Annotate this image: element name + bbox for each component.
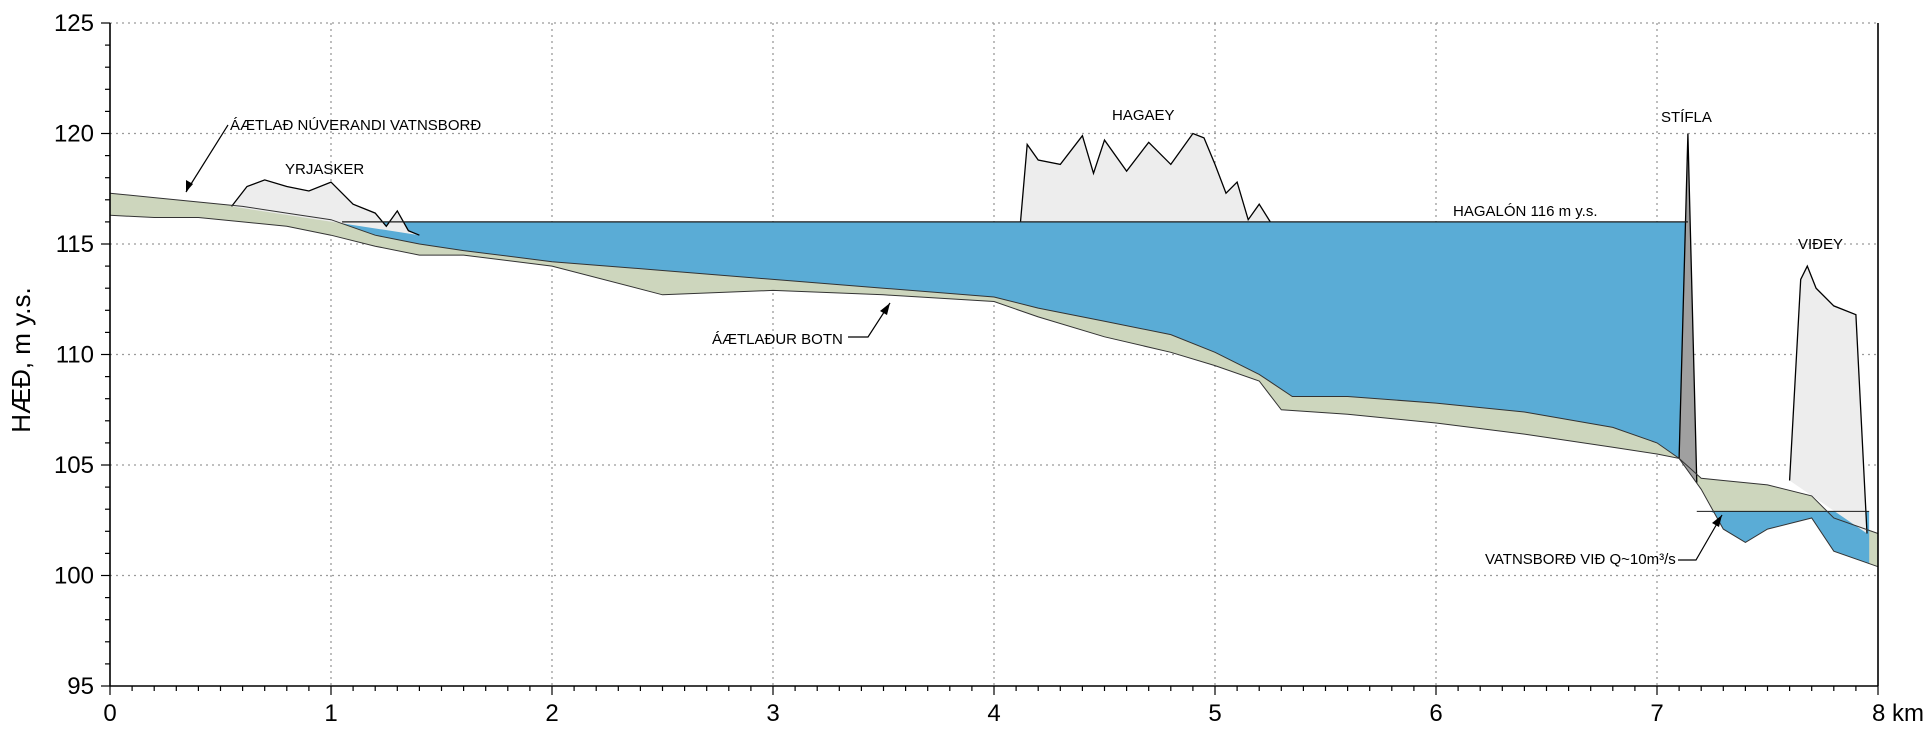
feature-fill-3 (1679, 133, 1697, 483)
profile-areas (109, 132, 1879, 568)
x-tick-label-7: 7 (1650, 700, 1663, 727)
y-tick-label-6: 125 (54, 10, 94, 37)
annotation-hagaey: HAGAEY (1112, 107, 1175, 124)
arrow-downstream-water (1712, 515, 1722, 527)
arrow-bottom (880, 303, 890, 315)
axes: 95 100 105 110 115 120 125 0 1 2 3 4 5 6 7 8 km (54, 10, 1924, 727)
x-tick-label-4: 4 (987, 700, 1000, 727)
annotation-stifla: STÍFLA (1661, 109, 1712, 126)
series-line-0 (109, 192, 1879, 534)
annotation-yrjasker: YRJASKER (285, 161, 364, 178)
x-tick-label-0: 0 (103, 700, 116, 727)
y-axis-title: HÆÐ, m y.s. (6, 287, 36, 432)
leader-bottom (848, 302, 891, 338)
annotation-hagalon: HAGALÓN 116 m y.s. (1453, 203, 1598, 220)
feature-fill-1 (1020, 133, 1271, 222)
annotations: ÁÆTLAÐ NÚVERANDI VATNSBORÐ YRJASKER HAGA… (185, 107, 1843, 568)
arrow-current-water-level (186, 180, 193, 192)
downstream-water-area (1696, 511, 1870, 564)
x-tick-label-6: 6 (1429, 700, 1442, 727)
y-tick-label-3: 110 (56, 342, 94, 369)
y-tick-label-0: 95 (67, 673, 94, 700)
annotation-videy: VIÐEY (1798, 236, 1843, 253)
series-line-1 (109, 214, 1879, 568)
y-tick-label-5: 120 (54, 121, 94, 148)
leader-current-water-level (185, 124, 229, 193)
annotation-downstream-water: VATNSBORÐ VIÐ Q~10m³/s (1485, 551, 1676, 568)
feature-outline-0 (231, 179, 420, 236)
reservoir-area (342, 221, 1688, 465)
grid (110, 22, 1878, 686)
x-tick-label-3: 3 (766, 700, 779, 727)
x-tick-label-8: 8 km (1872, 700, 1924, 727)
y-tick-label-4: 115 (56, 231, 94, 258)
feature-fill-2 (1789, 266, 1867, 534)
x-tick-label-1: 1 (324, 700, 337, 727)
annotation-current-water-level: ÁÆTLAÐ NÚVERANDI VATNSBORÐ (230, 117, 481, 134)
annotation-bottom: ÁÆTLAÐUR BOTN (712, 331, 843, 348)
x-tick-label-5: 5 (1208, 700, 1221, 727)
feature-outline-1 (1019, 132, 1271, 223)
feature-outline-3 (1678, 133, 1698, 483)
x-tick-label-2: 2 (545, 700, 558, 727)
feature-outline-2 (1788, 264, 1868, 534)
y-tick-label-2: 105 (54, 452, 94, 479)
leader-downstream-water (1678, 514, 1723, 561)
y-tick-label-1: 100 (54, 563, 94, 590)
